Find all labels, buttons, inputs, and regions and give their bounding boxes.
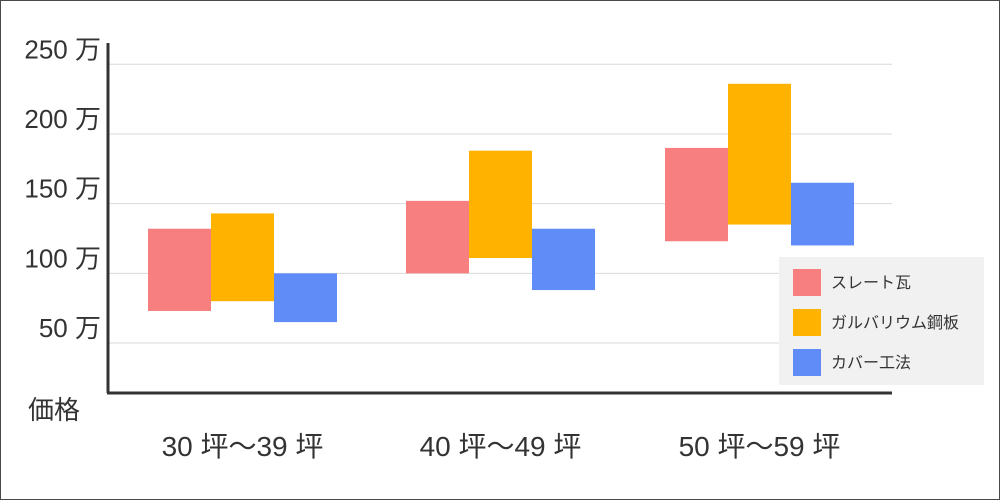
y-tick-label: 50 万 [39, 313, 101, 343]
legend-label: カバー工法 [831, 354, 911, 372]
y-axis-label: 価格 [28, 395, 80, 425]
x-axis-category-labels: 30 坪～39 坪 40 坪～49 坪 50 坪～59 坪 [162, 431, 841, 462]
y-tick-label: 150 万 [24, 174, 101, 204]
y-tick-label: 200 万 [24, 104, 101, 134]
bar [665, 147, 728, 242]
bar [148, 228, 211, 311]
bar [274, 273, 337, 323]
legend-swatch [793, 349, 821, 376]
bar [211, 213, 274, 302]
legend-swatch [793, 309, 821, 336]
y-tick-label: 100 万 [24, 243, 101, 273]
bars [148, 83, 854, 323]
x-category-label: 30 坪～39 坪 [162, 431, 324, 462]
y-axis-tick-labels: 250 万 200 万 150 万 100 万 50 万 [24, 34, 101, 343]
bar [469, 150, 532, 258]
x-category-label: 40 坪～49 坪 [420, 431, 582, 462]
bar [728, 83, 791, 225]
x-category-label: 50 坪～59 坪 [679, 431, 841, 462]
y-tick-label: 250 万 [24, 34, 101, 64]
legend-label: スレート瓦 [831, 275, 911, 292]
bar [532, 228, 595, 291]
bar [791, 182, 854, 246]
bar [406, 200, 469, 274]
legend-swatch [793, 269, 821, 296]
axes [106, 43, 892, 395]
legend-label: ガルバリウム鋼板 [831, 314, 959, 332]
